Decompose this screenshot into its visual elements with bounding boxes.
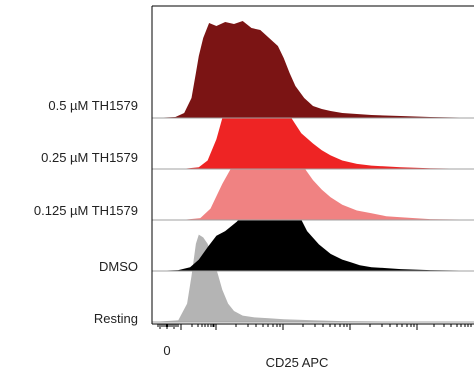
row-label-dmso: DMSO xyxy=(99,259,138,274)
histogram-fills xyxy=(152,21,474,323)
histogram-0-5-m-th1579 xyxy=(152,21,474,118)
row-label-0-125-m-th1579: 0.125 µM TH1579 xyxy=(34,203,138,218)
row-label-0-5-m-th1579: 0.5 µM TH1579 xyxy=(48,98,138,113)
histogram-resting xyxy=(152,234,474,322)
row-label-0-25-m-th1579: 0.25 µM TH1579 xyxy=(41,150,138,165)
histogram-dmso xyxy=(152,185,474,271)
row-labels: 0.5 µM TH1579 0.25 µM TH1579 0.125 µM TH15… xyxy=(34,98,138,326)
x-axis-label: CD25 APC xyxy=(266,355,329,370)
histogram-0-125-m-th1579 xyxy=(152,126,474,220)
x-tick-label-0: 0 xyxy=(163,343,170,358)
plot-frame xyxy=(151,5,474,325)
row-label-resting: Resting xyxy=(94,311,138,326)
x-axis-ticks xyxy=(157,324,472,330)
